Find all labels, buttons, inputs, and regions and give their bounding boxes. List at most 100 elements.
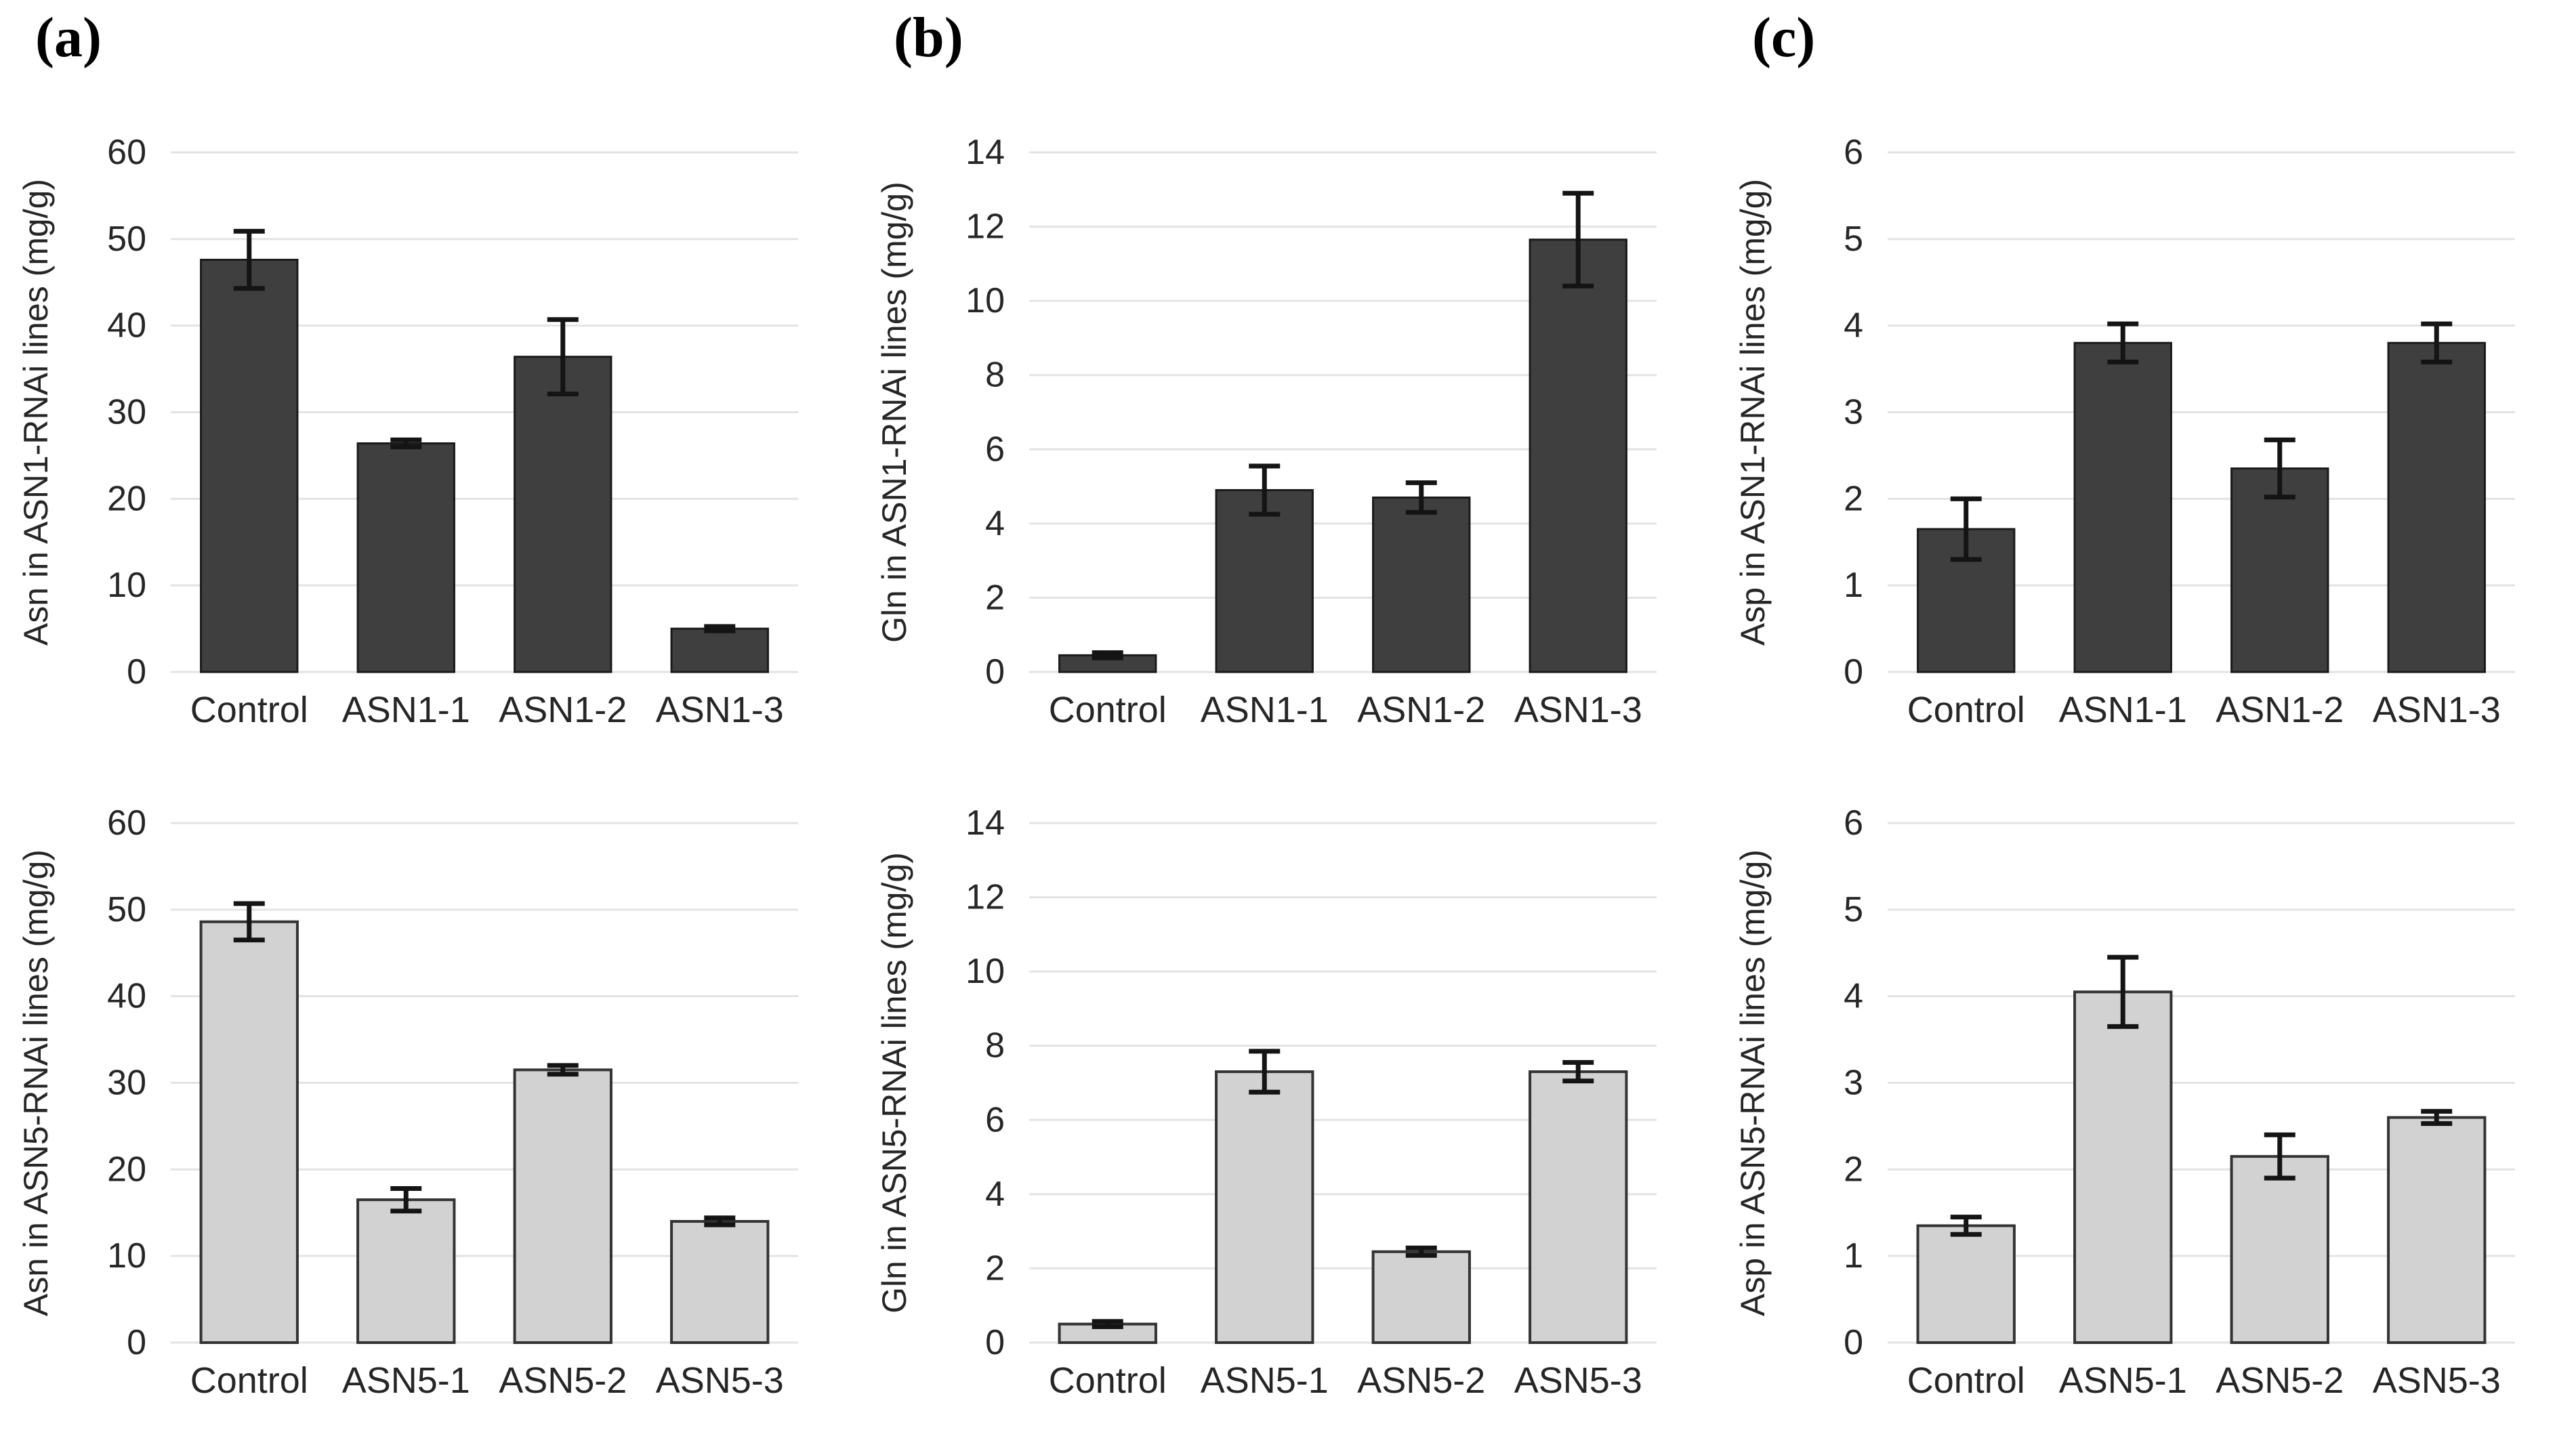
y-tick-label-2: 2 [1844, 479, 1863, 518]
panel-label-a: (a) [35, 6, 102, 69]
y-tick-label-10: 10 [965, 952, 1005, 991]
y-tick-label-3: 3 [1844, 1064, 1863, 1103]
y-tick-label-60: 60 [107, 803, 146, 843]
x-tick-label-ASN1-1: ASN1-1 [342, 690, 470, 730]
y-tick-label-4: 4 [985, 1175, 1005, 1214]
y-tick-label-1: 1 [1844, 1236, 1863, 1276]
y-axis-label: Asp in ASN1-RNAi lines (mg/g) [1734, 179, 1772, 646]
y-tick-label-5: 5 [1844, 219, 1863, 259]
y-tick-label-6: 6 [985, 429, 1005, 469]
bar-ASN1-3 [2387, 341, 2486, 673]
y-axis-label: Gln in ASN1-RNAi lines (mg/g) [875, 182, 913, 643]
y-tick-label-6: 6 [985, 1100, 1005, 1139]
chart-asn-asn5-rnai: 0 10 20 30 40 50 60 Asn in ASN5-RNAi lines (mg/… [0, 759, 858, 1429]
chart-svg-asp-in-asn1: 0 1 2 3 4 5 6 Asp in ASN1-RNAi lines (mg/g) Cont… [1734, 133, 2515, 730]
chart-asp-asn5-rnai: 0 1 2 3 4 5 6 Asp in ASN5-RNAi lines (mg/g) Cont… [1717, 759, 2575, 1429]
x-tick-label-ASN5-3: ASN5-3 [1514, 1360, 1642, 1401]
y-tick-label-6: 6 [1844, 133, 1863, 172]
y-tick-label-0: 0 [127, 1323, 146, 1362]
y-tick-label-12: 12 [965, 878, 1005, 917]
bar-ASN5-2 [1371, 1250, 1471, 1345]
x-tick-label-Control: Control [1907, 1360, 2025, 1401]
bar-ASN1-1 [1215, 489, 1314, 673]
x-tick-label-Control: Control [1049, 690, 1167, 730]
x-tick-label-Control: Control [190, 690, 308, 730]
y-tick-label-14: 14 [965, 803, 1005, 843]
y-tick-label-8: 8 [985, 1026, 1005, 1066]
chart-svg-gln-in-asn1: 0 2 4 6 8 10 12 14 Gln in ASN1-RNAi lines (mg/g)… [875, 133, 1657, 730]
chart-gln-asn1-rnai: 0 2 4 6 8 10 12 14 Gln in ASN1-RNAi lines (mg/g)… [858, 88, 1717, 759]
bar-ASN1-1 [2073, 341, 2172, 673]
x-tick-label-Control: Control [1907, 690, 2025, 730]
x-tick-label-ASN5-2: ASN5-2 [2216, 1360, 2344, 1401]
x-tick-label-ASN5-1: ASN5-1 [1201, 1360, 1329, 1401]
y-tick-label-10: 10 [107, 1236, 146, 1276]
y-axis-label: Asn in ASN5-RNAi lines (mg/g) [17, 849, 55, 1316]
x-tick-label-ASN1-3: ASN1-3 [656, 690, 784, 730]
bar-ASN5-1 [2073, 990, 2173, 1344]
y-tick-label-20: 20 [107, 1150, 146, 1189]
y-tick-label-40: 40 [107, 306, 146, 345]
figure-column-a: (a) 0 10 20 30 40 50 60 Asn in ASN1-RNAi lines … [0, 0, 858, 1430]
bar-ASN5-3 [2387, 1116, 2487, 1345]
x-tick-label-Control: Control [190, 1360, 308, 1401]
figure-column-c: (c) 0 1 2 3 4 5 6 Asp in ASN1-RNAi lines (mg/g)… [1717, 0, 2575, 1430]
bar-ASN1-3 [1529, 238, 1627, 673]
x-tick-label-ASN5-1: ASN5-1 [342, 1360, 470, 1401]
x-tick-label-ASN5-3: ASN5-3 [2373, 1360, 2501, 1401]
x-tick-label-ASN5-3: ASN5-3 [656, 1360, 784, 1401]
chart-gln-asn5-rnai: 0 2 4 6 8 10 12 14 Gln in ASN5-RNAi lines (mg/g)… [858, 759, 1717, 1429]
x-tick-label-ASN1-1: ASN1-1 [1201, 690, 1329, 730]
bar-ASN5-1 [1215, 1070, 1314, 1344]
chart-asn-asn1-rnai: 0 10 20 30 40 50 60 Asn in ASN1-RNAi lines (mg/… [0, 88, 858, 759]
panel-label-b: (b) [894, 6, 963, 69]
x-tick-label-Control: Control [1049, 1360, 1167, 1401]
chart-svg-asp-in-asn5: 0 1 2 3 4 5 6 Asp in ASN5-RNAi lines (mg/g) Cont… [1734, 803, 2515, 1401]
bar-ASN5-2 [2230, 1155, 2329, 1344]
y-tick-label-10: 10 [107, 566, 146, 605]
y-tick-label-0: 0 [127, 652, 146, 692]
x-tick-label-ASN1-2: ASN1-2 [499, 690, 627, 730]
y-tick-label-14: 14 [965, 133, 1005, 172]
y-tick-label-4: 4 [1844, 977, 1863, 1016]
bar-ASN5-3 [1529, 1070, 1628, 1344]
y-tick-label-4: 4 [1844, 306, 1863, 345]
bar-Control [199, 920, 299, 1345]
bar-ASN1-2 [1372, 497, 1471, 673]
y-tick-label-50: 50 [107, 890, 146, 929]
chart-svg-gln-in-asn5: 0 2 4 6 8 10 12 14 Gln in ASN5-RNAi lines (mg/g)… [875, 803, 1657, 1401]
x-tick-label-ASN1-2: ASN1-2 [2216, 690, 2344, 730]
y-tick-label-8: 8 [985, 356, 1005, 395]
y-tick-label-1: 1 [1844, 566, 1863, 605]
y-tick-label-0: 0 [985, 652, 1005, 692]
bar-ASN1-2 [2230, 467, 2329, 673]
y-tick-label-10: 10 [965, 281, 1005, 320]
y-tick-label-0: 0 [1844, 652, 1863, 692]
x-tick-label-ASN1-1: ASN1-1 [2059, 690, 2187, 730]
bar-ASN5-3 [670, 1220, 770, 1344]
chart-svg-asn-in-asn5: 0 10 20 30 40 50 60 Asn in ASN5-RNAi lines (mg/… [17, 803, 798, 1401]
bar-ASN5-1 [356, 1198, 456, 1345]
bar-ASN1-2 [514, 356, 612, 673]
y-tick-label-30: 30 [107, 1064, 146, 1103]
y-tick-label-12: 12 [965, 207, 1005, 247]
y-tick-label-0: 0 [985, 1323, 1005, 1362]
y-tick-label-20: 20 [107, 479, 146, 518]
x-tick-label-ASN5-1: ASN5-1 [2059, 1360, 2187, 1401]
y-tick-label-50: 50 [107, 219, 146, 259]
y-tick-label-30: 30 [107, 393, 146, 432]
bar-ASN1-3 [670, 627, 769, 673]
bar-Control [1916, 1224, 2016, 1344]
bar-Control [200, 259, 299, 673]
panel-label-c: (c) [1752, 6, 1816, 69]
bar-ASN1-1 [356, 442, 455, 673]
x-tick-label-ASN1-2: ASN1-2 [1357, 690, 1485, 730]
y-tick-label-0: 0 [1844, 1323, 1863, 1362]
x-tick-label-ASN5-2: ASN5-2 [499, 1360, 627, 1401]
y-axis-label: Asp in ASN5-RNAi lines (mg/g) [1734, 849, 1772, 1316]
y-tick-label-5: 5 [1844, 890, 1863, 929]
y-tick-label-2: 2 [985, 578, 1005, 617]
y-tick-label-3: 3 [1844, 393, 1863, 432]
chart-asp-asn1-rnai: 0 1 2 3 4 5 6 Asp in ASN1-RNAi lines (mg/g) Cont… [1717, 88, 2575, 759]
